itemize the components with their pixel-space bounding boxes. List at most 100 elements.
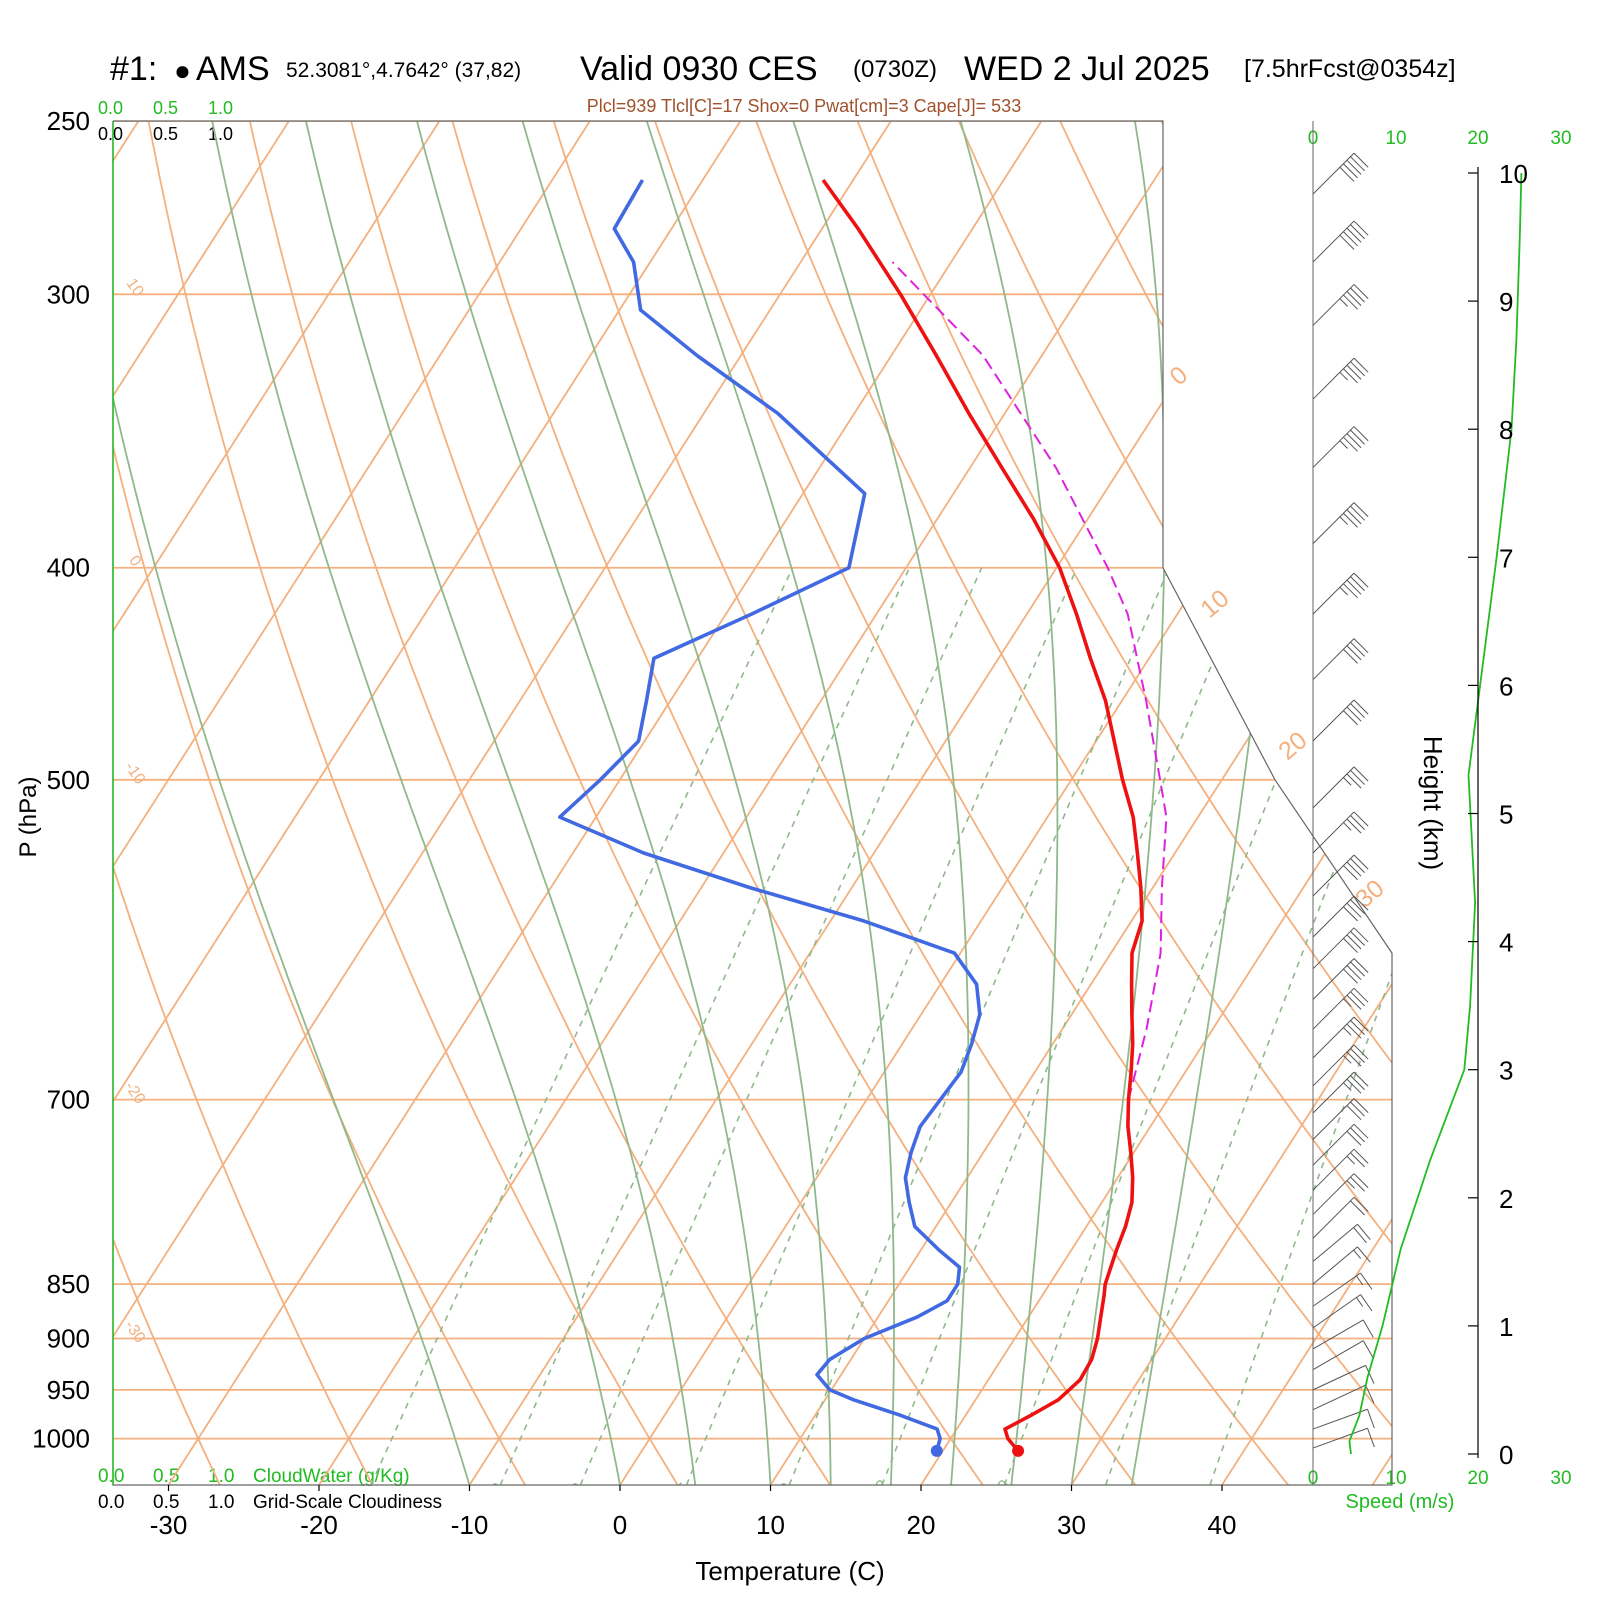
height-axis-label: Height (km): [1418, 736, 1448, 870]
barb-feather: [1350, 930, 1365, 946]
barb-feather: [1353, 152, 1369, 168]
barb-feather: [1353, 1173, 1369, 1189]
wind-barb: [1312, 426, 1369, 468]
barb-feather: [1350, 770, 1365, 785]
isotherm-line: [1371, 121, 1392, 1485]
moist-adiabat: [1130, 121, 1297, 1485]
barb-feather: [1343, 710, 1358, 726]
barb-feather: [1346, 818, 1362, 834]
barb-feather: [1353, 357, 1369, 373]
pressure-tick-label: 250: [47, 106, 90, 136]
barb-feather: [1343, 231, 1358, 247]
mixing-ratio-line: [788, 567, 1170, 1485]
parcel-path: [891, 261, 1168, 1100]
wind-barb: [1312, 927, 1369, 970]
mixing-ratio-line: [499, 567, 911, 1485]
pressure-tick-label: 950: [47, 1375, 90, 1405]
barb-feather: [1343, 368, 1358, 384]
wind-barb: [1312, 1364, 1375, 1391]
barb-feather: [1350, 576, 1365, 592]
barb-feather: [1356, 1275, 1364, 1286]
barb-staff: [1312, 1364, 1366, 1391]
barb-feather: [1350, 1048, 1365, 1063]
wind-barb: [1312, 895, 1369, 938]
wind-speed-line: [1348, 172, 1523, 1455]
barb-feather: [1350, 1075, 1365, 1091]
pressure-tick-label: 1000: [32, 1424, 90, 1454]
dry-adiabat: [350, 121, 984, 1485]
barb-staff: [1312, 502, 1355, 545]
barb-feather: [1346, 1105, 1362, 1121]
isotherm-label: 10: [123, 276, 147, 300]
speed-tick-top: 10: [1385, 128, 1406, 149]
mixing-ratio-label: 3: [567, 1479, 586, 1500]
barb-feather: [1339, 234, 1355, 250]
station-dot: ●: [174, 55, 191, 86]
isotherm-line: [113, 121, 290, 1485]
wind-barb: [1312, 572, 1369, 615]
wind-barb: [1312, 1384, 1375, 1411]
barb-feather: [1346, 934, 1362, 950]
cloudwater-tick: 0.0: [98, 1466, 124, 1487]
cloudiness-tick: 1.0: [208, 124, 233, 144]
barb-feather: [1350, 858, 1365, 873]
isotherm-line: [113, 121, 892, 1485]
mixing-ratio-label: 5: [673, 1479, 692, 1500]
dry-adiabat: [1363, 121, 1392, 1485]
x-axis-label: Temperature (C): [695, 1556, 884, 1586]
wind-speed-panel: [1312, 121, 1523, 1485]
dry-adiabat: [755, 121, 1392, 1485]
barb-feather: [1343, 822, 1352, 831]
barb-staff: [1312, 699, 1355, 742]
speed-tick-bottom: 10: [1385, 1468, 1406, 1489]
barb-feather: [1346, 1023, 1362, 1039]
barb-feather: [1353, 1123, 1369, 1139]
temperature-tick-label: -20: [300, 1510, 338, 1540]
barb-feather: [1353, 220, 1369, 236]
station-name: AMS: [196, 50, 270, 88]
barb-feather: [1346, 902, 1362, 918]
wind-barb: [1312, 1071, 1369, 1114]
cloudwater-tick: 1.0: [208, 98, 233, 118]
barb-staff: [1312, 1196, 1355, 1239]
moist-adiabat: [959, 121, 1059, 1485]
moist-adiabat: [416, 121, 772, 1485]
height-tick-label: 6: [1499, 671, 1513, 701]
profiles: [557, 178, 1168, 1457]
cloudiness-tick: 1.0: [208, 1492, 234, 1513]
barb-feather: [1367, 1428, 1375, 1448]
height-tick-label: 5: [1499, 800, 1513, 830]
barb-feather: [1353, 284, 1369, 299]
barb-staff: [1312, 811, 1355, 854]
height-tick-label: 10: [1499, 159, 1528, 189]
barb-feather: [1357, 1246, 1371, 1263]
barb-feather: [1346, 291, 1362, 307]
barb-staff: [1312, 1223, 1358, 1262]
pressure-tick-label: 850: [47, 1269, 90, 1299]
mixing-ratio-line: [579, 567, 983, 1485]
barb-staff: [1312, 1173, 1355, 1215]
isotherm-label: -30: [121, 1318, 148, 1347]
mixing-ratio-label: 1: [358, 1479, 377, 1500]
barb-feather: [1343, 1027, 1352, 1036]
plot-border: [112, 120, 1393, 1486]
barb-feather: [1343, 938, 1358, 953]
mixing-ratio-line: [685, 567, 1078, 1485]
barb-feather: [1353, 895, 1369, 911]
barb-feather: [1343, 998, 1352, 1007]
surface-dewpoint-point: [930, 1444, 943, 1457]
barb-staff: [1312, 1294, 1361, 1329]
moist-adiabat: [113, 121, 471, 1485]
isotherm-label: -10: [121, 759, 148, 788]
barb-feather: [1353, 854, 1369, 870]
mixing-ratio-line: [881, 567, 1253, 1485]
temperature-tick-label: 30: [1057, 1510, 1086, 1540]
cloudiness-tick: 0.5: [153, 1492, 179, 1513]
barb-feather: [1362, 1319, 1374, 1338]
temperature-tick-label: 40: [1208, 1510, 1237, 1540]
barb-feather: [1353, 426, 1369, 442]
valid-time: Valid 0930 CES: [580, 50, 818, 88]
height-tick-label: 9: [1499, 287, 1513, 317]
